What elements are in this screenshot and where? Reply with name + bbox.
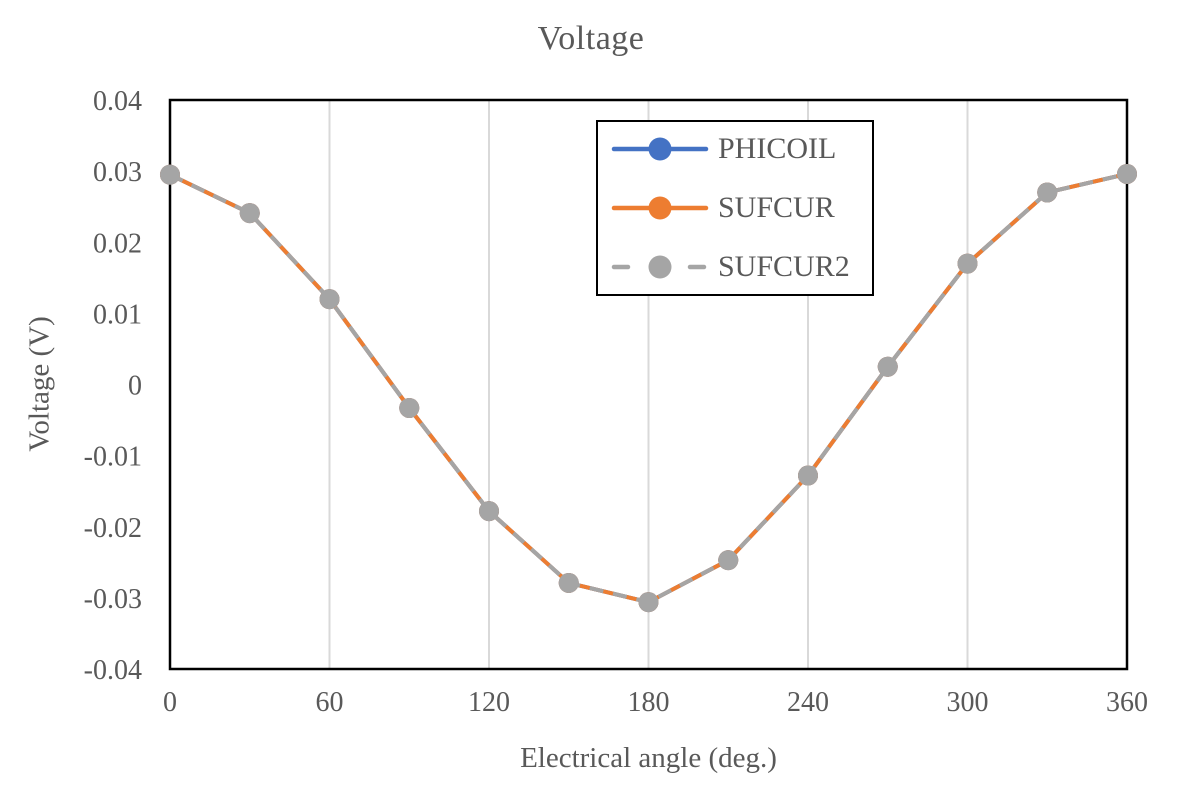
legend-line-marker-icon <box>611 137 709 161</box>
data-marker-sufcur2 <box>798 465 818 486</box>
legend-line-marker-icon <box>611 255 709 279</box>
y-tick-label: 0.04 <box>93 86 142 117</box>
x-tick-label: 0 <box>163 687 177 718</box>
data-marker-sufcur2 <box>718 550 739 571</box>
legend-item-sufcur: SUFCUR <box>610 193 866 223</box>
x-tick-label: 60 <box>316 687 344 718</box>
data-marker-sufcur2 <box>1117 163 1137 184</box>
legend-item-phicoil: PHICOIL <box>610 134 866 164</box>
legend: PHICOIL SUFCUR SUFCUR2 <box>596 120 874 296</box>
x-tick-label: 180 <box>628 687 670 718</box>
legend-label-phicoil: PHICOIL <box>718 132 837 165</box>
y-tick-label: 0.02 <box>93 228 142 259</box>
x-tick-label: 120 <box>468 687 510 718</box>
y-tick-label: 0.03 <box>93 157 142 188</box>
x-tick-label: 300 <box>947 687 989 718</box>
data-marker-sufcur2 <box>160 164 180 185</box>
data-marker-sufcur2 <box>957 253 978 274</box>
y-tick-label: -0.02 <box>84 513 142 544</box>
legend-label-sufcur2: SUFCUR2 <box>718 250 850 283</box>
x-tick-label: 240 <box>787 687 829 718</box>
legend-item-sufcur2: SUFCUR2 <box>610 252 866 282</box>
data-marker-sufcur2 <box>558 572 579 593</box>
data-marker-sufcur2 <box>479 501 499 522</box>
x-tick-label: 360 <box>1106 687 1148 718</box>
y-tick-label: 0 <box>128 371 142 402</box>
y-axis-title: Voltage (V) <box>23 316 56 452</box>
legend-label-sufcur: SUFCUR <box>718 191 835 224</box>
y-tick-label: -0.04 <box>84 655 142 686</box>
data-marker-sufcur2 <box>399 397 420 418</box>
y-tick-label: -0.03 <box>84 584 142 615</box>
data-marker-sufcur2 <box>239 203 260 224</box>
chart-title: Voltage <box>537 20 645 57</box>
data-marker-sufcur2 <box>319 289 340 310</box>
legend-line-marker-icon <box>611 196 709 220</box>
plot-border <box>168 98 1129 671</box>
data-marker-sufcur2 <box>638 592 659 613</box>
data-marker-sufcur2 <box>1037 182 1058 203</box>
y-tick-label: 0.01 <box>93 299 142 330</box>
x-axis-title: Electrical angle (deg.) <box>520 742 777 774</box>
data-marker-sufcur2 <box>877 356 898 377</box>
y-tick-label: -0.01 <box>84 442 142 473</box>
